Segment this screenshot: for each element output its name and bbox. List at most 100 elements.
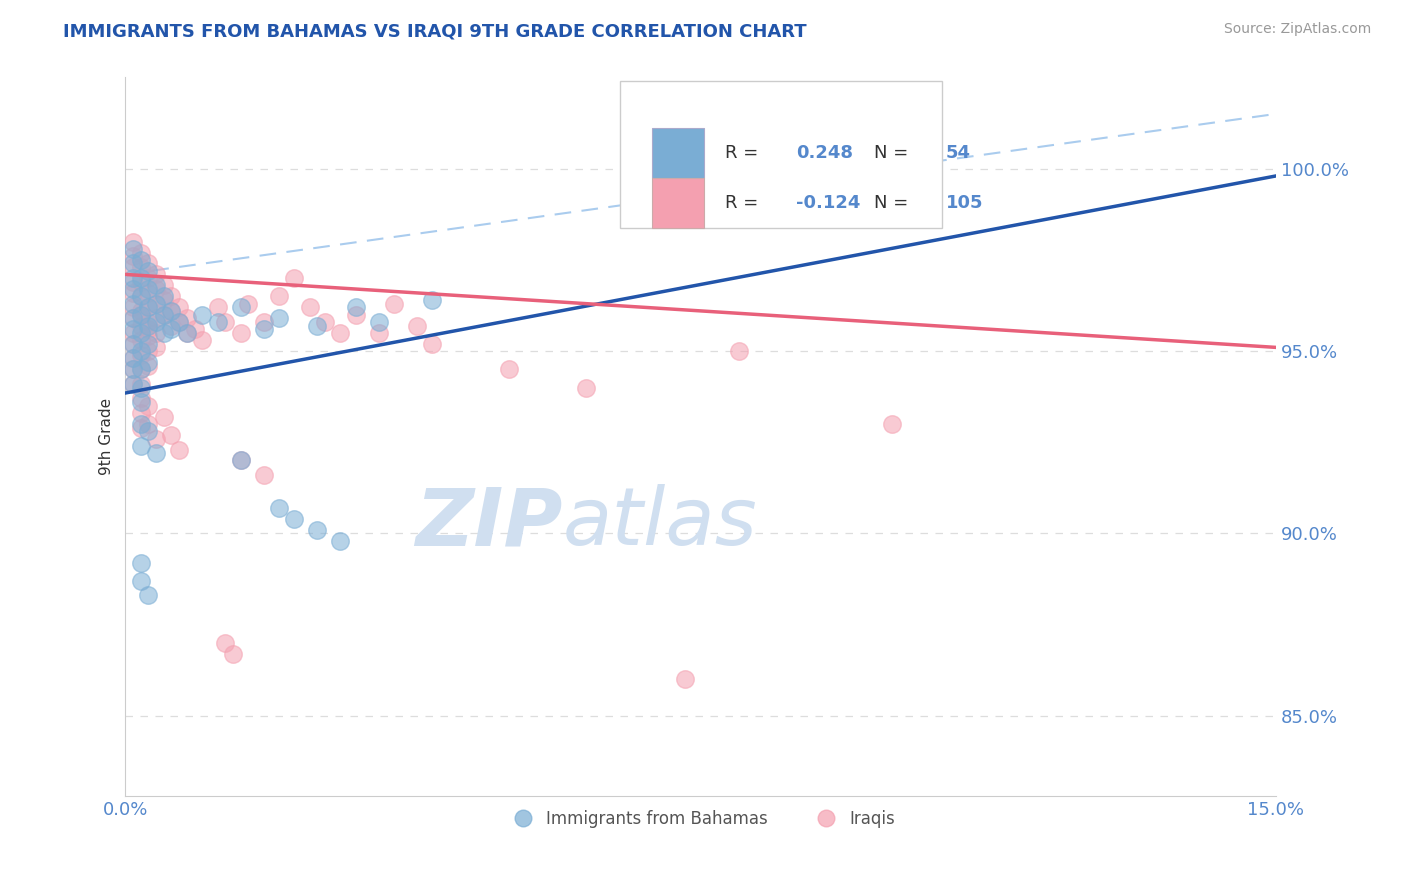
Point — [138, 322, 160, 336]
Point — [145, 278, 167, 293]
Point — [138, 282, 160, 296]
Point — [191, 308, 214, 322]
Text: IMMIGRANTS FROM BAHAMAS VS IRAQI 9TH GRADE CORRELATION CHART: IMMIGRANTS FROM BAHAMAS VS IRAQI 9TH GRA… — [63, 22, 807, 40]
Point — [122, 235, 145, 249]
Point — [122, 362, 145, 376]
Text: ZIP: ZIP — [415, 484, 562, 562]
Point — [138, 359, 160, 373]
Point — [138, 399, 160, 413]
Text: atlas: atlas — [562, 484, 758, 562]
Point — [307, 523, 329, 537]
Point — [122, 362, 145, 376]
Point — [382, 296, 405, 310]
Point — [307, 318, 329, 333]
FancyBboxPatch shape — [652, 178, 704, 228]
Point — [153, 278, 176, 293]
Point — [176, 326, 198, 340]
Point — [207, 315, 229, 329]
Point — [252, 315, 274, 329]
Point — [122, 296, 145, 310]
Point — [145, 340, 167, 354]
Point — [406, 318, 429, 333]
Point — [129, 289, 152, 303]
Point — [122, 376, 145, 391]
Point — [129, 344, 152, 359]
Point — [138, 355, 160, 369]
Point — [267, 500, 290, 515]
Point — [283, 271, 305, 285]
Point — [145, 282, 167, 296]
Point — [129, 275, 152, 289]
Point — [138, 285, 160, 300]
Point — [229, 300, 252, 314]
Point — [145, 432, 167, 446]
Point — [129, 308, 152, 322]
Point — [138, 329, 160, 343]
Point — [238, 296, 260, 310]
Point — [167, 442, 190, 457]
Point — [122, 282, 145, 296]
Point — [367, 326, 389, 340]
Point — [145, 296, 167, 310]
Point — [145, 326, 167, 340]
Point — [122, 326, 145, 340]
Point — [129, 406, 152, 420]
Point — [167, 315, 190, 329]
Text: 105: 105 — [946, 194, 983, 212]
Point — [138, 344, 160, 359]
Point — [138, 425, 160, 439]
Point — [129, 380, 152, 394]
Y-axis label: 9th Grade: 9th Grade — [100, 398, 114, 475]
Point — [367, 315, 389, 329]
Point — [122, 311, 145, 326]
Point — [145, 268, 167, 282]
Point — [122, 271, 145, 285]
Point — [298, 300, 321, 314]
Point — [122, 311, 145, 326]
Point — [129, 271, 152, 285]
Text: N =: N = — [875, 144, 914, 162]
Point — [129, 348, 152, 362]
Point — [129, 574, 152, 588]
Legend: Immigrants from Bahamas, Iraqis: Immigrants from Bahamas, Iraqis — [499, 803, 903, 835]
Point — [153, 308, 176, 322]
Point — [122, 351, 145, 366]
Point — [160, 304, 183, 318]
Point — [122, 351, 145, 366]
Point — [160, 428, 183, 442]
Point — [122, 275, 145, 289]
Point — [344, 308, 367, 322]
Point — [129, 252, 152, 267]
Point — [160, 318, 183, 333]
Point — [129, 318, 152, 333]
Point — [138, 417, 160, 431]
Point — [129, 417, 152, 431]
Point — [145, 296, 167, 310]
Point — [214, 636, 236, 650]
Point — [252, 468, 274, 483]
Text: Source: ZipAtlas.com: Source: ZipAtlas.com — [1223, 22, 1371, 37]
Point — [129, 245, 152, 260]
Point — [138, 300, 160, 314]
Point — [329, 533, 352, 548]
Point — [129, 376, 152, 391]
Point — [145, 446, 167, 460]
Point — [122, 336, 145, 351]
Point — [160, 322, 183, 336]
Point — [498, 362, 520, 376]
FancyBboxPatch shape — [652, 128, 704, 178]
Point — [229, 453, 252, 467]
Point — [122, 249, 145, 263]
Point — [229, 326, 252, 340]
Point — [153, 326, 176, 340]
Point — [329, 326, 352, 340]
Point — [138, 589, 160, 603]
Text: 0.248: 0.248 — [796, 144, 853, 162]
Text: -0.124: -0.124 — [796, 194, 860, 212]
Point — [129, 362, 152, 376]
Point — [153, 293, 176, 307]
Point — [129, 308, 152, 322]
Point — [153, 289, 176, 303]
Point — [145, 315, 167, 329]
Point — [575, 380, 598, 394]
